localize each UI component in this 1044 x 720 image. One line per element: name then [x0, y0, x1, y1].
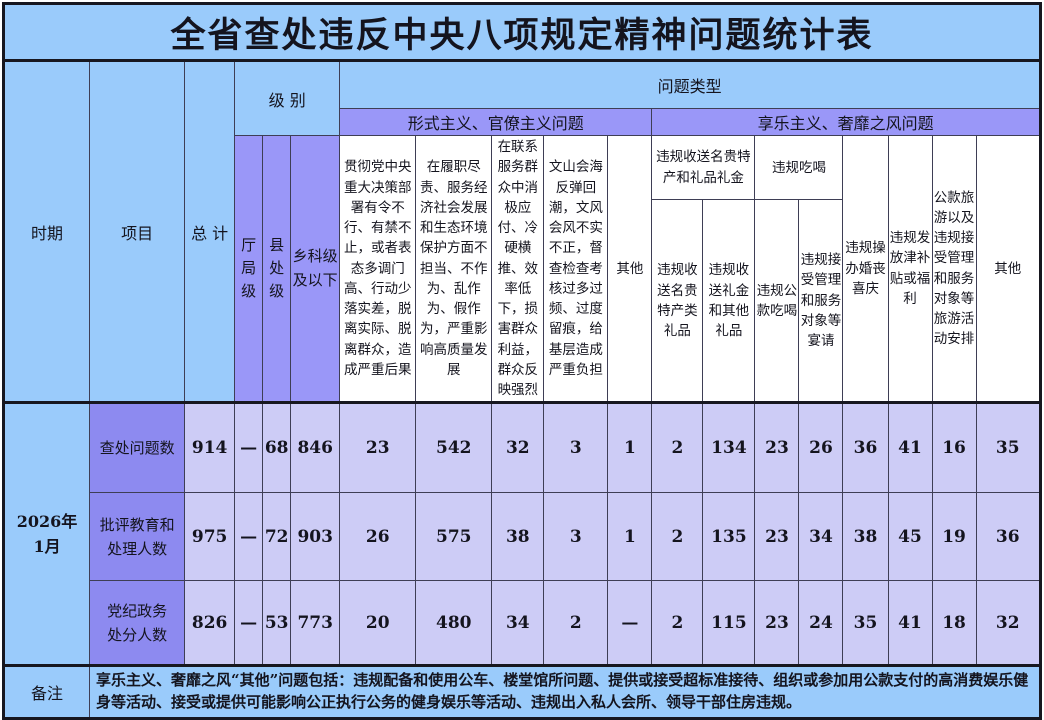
cell-value: 41 [887, 401, 933, 494]
cell-value: 53 [262, 580, 292, 667]
header-col-specialty-gifts: 违规收送名贵特产类礼品 [651, 199, 704, 404]
header-col-hedonism-other: 其他 [975, 134, 1042, 404]
cell-value: 16 [931, 401, 977, 494]
cell-value: 35 [975, 401, 1042, 494]
cell-value: 23 [754, 401, 800, 494]
cell-value: 45 [887, 492, 933, 582]
cell-value: 26 [339, 492, 417, 582]
cell-value: 41 [887, 580, 933, 667]
cell-value: 1 [607, 492, 653, 582]
cell-value: 1 [607, 401, 653, 494]
header-col-weddings-funerals: 违规操办婚丧喜庆 [842, 134, 889, 404]
cell-value: 32 [975, 580, 1042, 667]
cell-value: 38 [491, 492, 545, 582]
header-col-allowances: 违规发放津补贴或福利 [887, 134, 933, 404]
header-total: 总 计 [184, 59, 236, 404]
cell-value: 826 [184, 580, 236, 667]
cell-value: 903 [290, 492, 341, 582]
cell-value: 2 [651, 401, 704, 494]
header-col-cash-gifts: 违规收送礼金和其他礼品 [702, 199, 756, 404]
header-level-bureau: 厅局级 [234, 134, 264, 404]
cell-value: 68 [262, 401, 292, 494]
cell-value: 135 [702, 492, 756, 582]
header-col-policy-implementation: 贯彻党中央重大决策部署有令不行、有禁不止，或者表态多调门高、行动少落实差，脱离实… [339, 134, 417, 404]
header-group-hedonism: 享乐主义、奢靡之风问题 [651, 108, 1041, 136]
page-title: 全省查处违反中央八项规定精神问题统计表 [3, 3, 1041, 62]
cell-value: 914 [184, 401, 236, 494]
cell-value: 975 [184, 492, 236, 582]
cell-value: 23 [754, 492, 800, 582]
cell-value: 26 [798, 401, 844, 494]
cell-value: 32 [491, 401, 545, 494]
header-level-county: 县处级 [262, 134, 292, 404]
header-period: 时期 [2, 59, 91, 404]
cell-value: 3 [543, 401, 609, 494]
cell-value: 134 [702, 401, 756, 494]
header-problem-type: 问题类型 [339, 60, 1041, 109]
row-label-persons-disciplined: 党纪政务 处分人数 [89, 580, 186, 667]
cell-value: 20 [339, 580, 417, 667]
cell-value: 23 [339, 401, 417, 494]
header-col-serving-masses: 在联系服务群众中消极应付、冷硬横推、效率低下，损害群众利益，群众反映强烈 [491, 134, 545, 404]
row-label-problems-investigated: 查处问题数 [89, 401, 186, 494]
cell-value: 575 [415, 492, 493, 582]
header-item: 项目 [89, 59, 186, 404]
notes-label: 备注 [2, 664, 91, 719]
cell-value: 36 [842, 401, 889, 494]
header-col-formalism-other: 其他 [607, 134, 653, 404]
period-value: 2026年 1月 [2, 401, 91, 667]
cell-value: 3 [543, 492, 609, 582]
cell-value: 35 [842, 580, 889, 667]
header-subgroup-gifts: 违规收送名贵特产和礼品礼金 [651, 134, 756, 201]
notes-text: 享乐主义、奢靡之风“其他”问题包括：违规配备和使用公车、楼堂馆所问题、提供或接受… [89, 664, 1041, 719]
header-col-public-funds-dining: 违规公款吃喝 [754, 199, 800, 404]
row-label-persons-criticized: 批评教育和 处理人数 [89, 492, 186, 582]
cell-value: — [234, 492, 264, 582]
header-level-township: 乡科级及以下 [290, 134, 341, 404]
cell-value: 34 [491, 580, 545, 667]
cell-value: 19 [931, 492, 977, 582]
cell-value: 72 [262, 492, 292, 582]
cell-value: — [234, 580, 264, 667]
cell-value: 2 [543, 580, 609, 667]
cell-value: 38 [842, 492, 889, 582]
cell-value: 115 [702, 580, 756, 667]
cell-value: 24 [798, 580, 844, 667]
header-level: 级 别 [234, 60, 341, 136]
header-subgroup-banquets: 违规吃喝 [754, 134, 844, 201]
header-col-duty-performance: 在履职尽责、服务经济社会发展和生态环境保护方面不担当、不作为、乱作为、假作为，严… [415, 134, 493, 404]
cell-value: 36 [975, 492, 1042, 582]
cell-value: — [607, 580, 653, 667]
header-col-meetings-documents: 文山会海反弹回潮，文风会风不实不正，督查检查考核过多过频、过度留痕，给基层造成严… [543, 134, 609, 404]
header-group-formalism: 形式主义、官僚主义问题 [339, 108, 653, 136]
cell-value: 542 [415, 401, 493, 494]
cell-value: 18 [931, 580, 977, 667]
cell-value: — [234, 401, 264, 494]
header-col-public-funded-travel: 公款旅游以及违规接受管理和服务对象等旅游活动安排 [931, 134, 977, 404]
cell-value: 846 [290, 401, 341, 494]
cell-value: 34 [798, 492, 844, 582]
cell-value: 773 [290, 580, 341, 667]
cell-value: 480 [415, 580, 493, 667]
cell-value: 23 [754, 580, 800, 667]
cell-value: 2 [651, 492, 704, 582]
header-col-accepting-banquets: 违规接受管理和服务对象等宴请 [798, 199, 844, 404]
cell-value: 2 [651, 580, 704, 667]
